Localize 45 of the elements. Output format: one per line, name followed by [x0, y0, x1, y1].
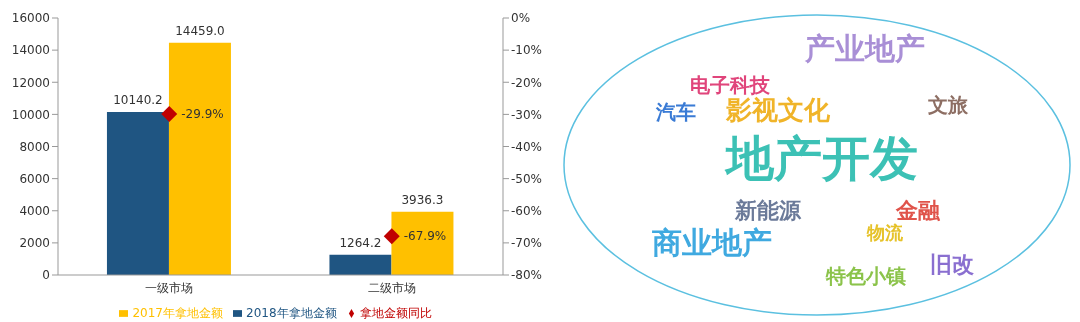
text: 影视文化: [725, 95, 831, 126]
text: 电子科技: [690, 73, 771, 97]
text: 旧改: [930, 251, 974, 277]
legend-label: 2018年拿地金额: [246, 306, 337, 320]
y2-tick-label: -20%: [511, 75, 543, 90]
text: 地产开发: [724, 129, 918, 186]
y-tick-label: 8000: [19, 139, 50, 154]
y-tick-label: 14000: [11, 43, 50, 58]
text: 产业地产: [804, 30, 925, 66]
bar: [329, 254, 392, 275]
y-tick-label: 0: [42, 268, 50, 283]
bar: [391, 211, 454, 275]
bar: [106, 112, 169, 275]
data-label: 1264.2: [339, 235, 382, 250]
data-label: 14459.0: [175, 23, 225, 38]
text: 金融: [895, 197, 941, 223]
data-label: -67.9%: [403, 229, 447, 244]
data-label: 3936.3: [401, 192, 444, 207]
y-tick-label: 2000: [19, 236, 50, 251]
legend-label: 拿地金额同比: [359, 306, 432, 320]
y2-tick-label: -10%: [511, 43, 543, 58]
y-tick-label: 4000: [19, 204, 50, 219]
y2-tick-label: -80%: [511, 268, 543, 283]
text: 汽车: [655, 100, 696, 124]
y2-tick-label: -50%: [511, 171, 543, 186]
text: 新能源: [734, 197, 802, 223]
y2-tick-label: -60%: [511, 204, 543, 219]
y-tick-label: 16000: [11, 11, 50, 26]
x-tick-label: 一级市场: [145, 280, 194, 295]
text: 商业地产: [652, 224, 772, 260]
text: 文旅: [927, 93, 969, 117]
bar: [168, 42, 231, 275]
y2-tick-label: -40%: [511, 139, 543, 154]
text: 物流: [866, 222, 904, 244]
y2-tick-label: -30%: [511, 107, 543, 122]
data-label: 10140.2: [113, 93, 163, 108]
data-label: -29.9%: [181, 107, 224, 122]
y-tick-label: 12000: [11, 75, 50, 90]
y-tick-label: 6000: [19, 171, 50, 186]
y-tick-label: 10000: [11, 107, 50, 122]
y2-tick-label: 0%: [511, 11, 531, 26]
x-tick-label: 二级市场: [367, 280, 416, 295]
text: 特色小镇: [825, 264, 906, 288]
legend-label: 2017年拿地金额: [132, 306, 223, 320]
y2-tick-label: -70%: [511, 236, 543, 251]
